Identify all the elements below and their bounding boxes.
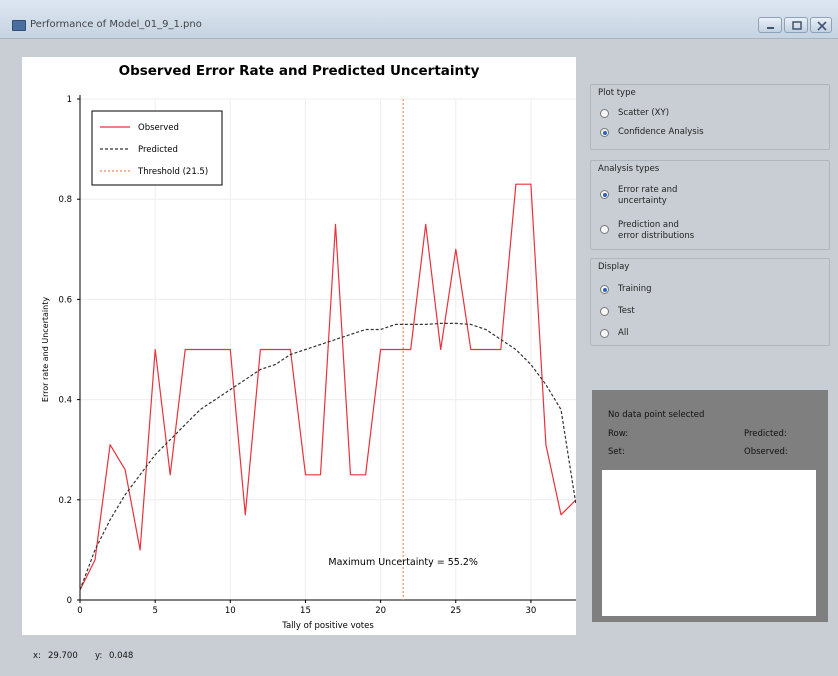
radio-dot (600, 128, 609, 137)
chart-title: Observed Error Rate and Predicted Uncert… (118, 63, 480, 79)
radio-dot (600, 307, 609, 316)
radio-test[interactable]: Test (600, 306, 635, 316)
info-details-box (602, 470, 816, 616)
radio-dot (600, 329, 609, 338)
radio-scatter[interactable]: Scatter (XY) (600, 108, 669, 118)
legend-label: Predicted (138, 145, 178, 155)
radio-label-line2: uncertainty (618, 196, 667, 206)
radio-label: Test (618, 306, 635, 316)
radio-error-rate-uncertainty[interactable]: Error rate and uncertainty (600, 185, 677, 207)
legend-label: Threshold (21.5) (137, 167, 208, 177)
window-title: Performance of Model_01_9_1.pno (30, 19, 202, 30)
x-tick-label: 15 (300, 606, 311, 616)
info-predicted-label: Predicted: (744, 429, 787, 439)
radio-label: Training (618, 284, 652, 294)
window-titlebar: Performance of Model_01_9_1.pno (0, 0, 838, 39)
series-line-predicted (79, 322, 576, 591)
info-status: No data point selected (608, 410, 705, 420)
close-button[interactable] (810, 17, 832, 33)
max-uncertainty-annotation: Maximum Uncertainty = 55.2% (328, 557, 478, 568)
y-tick-label: 0 (67, 596, 72, 606)
x-tick-label: 20 (375, 606, 386, 616)
legend-box (91, 110, 223, 186)
y-tick-label: 0.4 (58, 396, 72, 406)
maximize-icon (792, 21, 802, 30)
display-title: Display (598, 262, 630, 272)
status-y-value: 0.048 (109, 651, 134, 661)
x-tick-label: 25 (450, 606, 461, 616)
y-tick-label: 0.6 (58, 295, 72, 305)
minimize-icon (767, 27, 774, 29)
radio-label-line1: Prediction and (618, 220, 679, 230)
x-tick-label: 5 (152, 606, 157, 616)
radio-dot (600, 190, 609, 199)
radio-dot (600, 225, 609, 234)
analysis-types-title: Analysis types (598, 164, 660, 174)
minimize-button[interactable] (758, 17, 782, 33)
radio-all[interactable]: All (600, 328, 629, 338)
radio-prediction-error-distributions[interactable]: Prediction and error distributions (600, 220, 694, 242)
display-group (590, 258, 830, 346)
legend-label: Observed (138, 123, 179, 133)
radio-label: Error rate and uncertainty (618, 185, 677, 207)
radio-label: All (618, 328, 629, 338)
close-icon (817, 21, 827, 31)
info-observed-label: Observed: (744, 447, 788, 457)
analysis-types-group (590, 160, 830, 250)
app-icon (12, 20, 26, 31)
plot-panel[interactable]: Observed Error Rate and Predicted Uncert… (22, 57, 576, 635)
y-tick-label: 0.2 (58, 496, 72, 506)
series-line-observed (79, 183, 576, 591)
x-tick-label: 10 (225, 606, 236, 616)
maximize-button[interactable] (784, 17, 808, 33)
radio-label: Scatter (XY) (618, 108, 670, 118)
x-axis-label: Tally of positive votes (281, 621, 374, 631)
status-x-label: x: (33, 651, 41, 661)
status-x-value: 29.700 (48, 651, 78, 661)
x-tick-label: 0 (77, 606, 82, 616)
radio-label-line1: Error rate and (618, 185, 678, 195)
y-tick-label: 1 (67, 95, 72, 105)
x-tick-label: 30 (525, 606, 536, 616)
radio-label: Confidence Analysis (618, 127, 704, 137)
radio-dot (600, 285, 609, 294)
y-axis-label: Error rate and Uncertainty (41, 297, 50, 402)
radio-dot (600, 109, 609, 118)
chart-svg[interactable]: 0 5 10 15 20 25 30 0 0.2 0.4 0.6 0.8 1 Tally of posit… (22, 57, 576, 635)
info-row-label: Row: (608, 429, 629, 439)
status-y-label: y: (95, 651, 103, 661)
radio-confidence-analysis[interactable]: Confidence Analysis (600, 127, 704, 137)
radio-label-line2: error distributions (618, 231, 695, 241)
y-tick-label: 0.8 (58, 195, 72, 205)
plot-type-group (590, 84, 830, 150)
radio-label: Prediction and error distributions (618, 220, 694, 242)
radio-training[interactable]: Training (600, 284, 652, 294)
plot-type-title: Plot type (598, 88, 636, 98)
info-set-label: Set: (608, 447, 625, 457)
